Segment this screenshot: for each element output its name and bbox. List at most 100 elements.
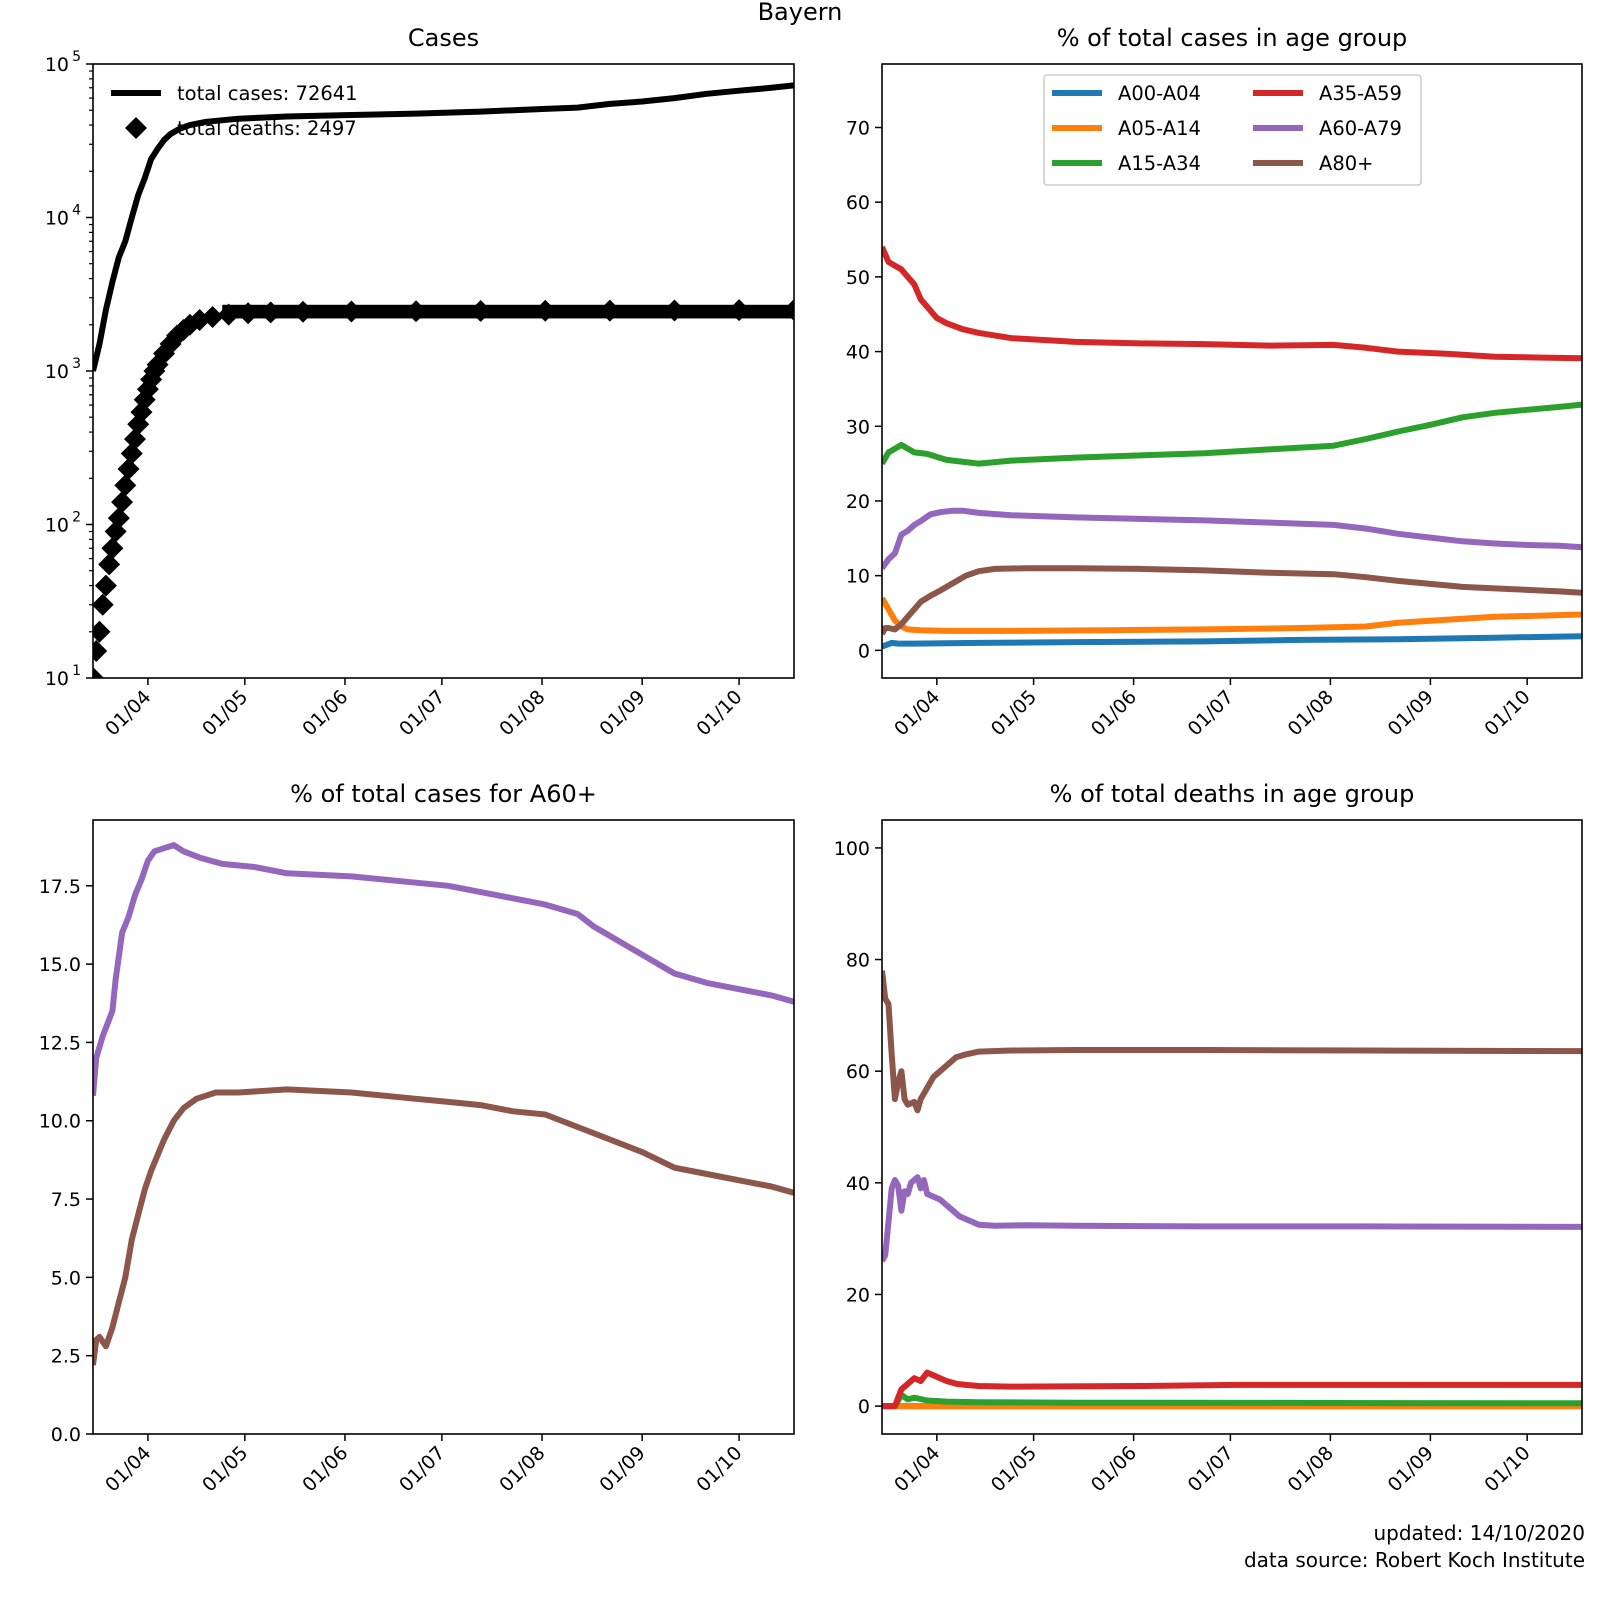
- y-tick-label: 0.0: [51, 1424, 81, 1446]
- series-a60-a79-line: [882, 1174, 1582, 1263]
- x-tick-label: 01/05: [198, 1442, 252, 1496]
- x-tick-label: 01/09: [595, 1442, 649, 1496]
- data-point: [94, 574, 117, 597]
- x-tick-label: 01/05: [987, 1442, 1041, 1496]
- axes-frame: [92, 819, 795, 1435]
- x-tick-label: 01/06: [1087, 1442, 1141, 1496]
- data-point: [107, 507, 130, 530]
- data-point: [93, 639, 108, 662]
- data-point: [93, 593, 114, 616]
- y-tick-label: 10.0: [39, 1111, 81, 1133]
- legend: A00-A04 A05-A14 A15-A34 A35-A59 A60-A79 A80+: [1043, 74, 1422, 186]
- y-tick-label: 10: [45, 515, 69, 537]
- series-total-cases-72641-line: [93, 82, 794, 372]
- y-tick-exponent: 3: [72, 356, 81, 372]
- axes-frame: [881, 63, 1583, 679]
- legend-label: A60-A79: [1319, 117, 1402, 140]
- y-tick-label: 0: [858, 640, 870, 662]
- footer-updated: updated: 14/10/2020: [1373, 1521, 1585, 1545]
- y-tick-exponent: 2: [72, 510, 81, 526]
- series-a60-a79-line: [93, 842, 794, 1096]
- footer-source: data source: Robert Koch Institute: [1244, 1548, 1585, 1572]
- x-tick-label: 01/08: [1284, 1442, 1338, 1496]
- data-point: [114, 474, 137, 497]
- data-point: [101, 537, 124, 560]
- axes-frame: [881, 819, 1583, 1435]
- x-tick-label: 01/09: [1384, 1442, 1438, 1496]
- legend-label: total cases: 72641: [177, 82, 358, 105]
- y-tick-label: 15.0: [39, 954, 81, 976]
- chart-title: % of total cases for A60+: [290, 780, 597, 808]
- chart-pct-cases-age-group: % of total cases in age group 01/04 01/05 0…: [846, 24, 1583, 740]
- legend-label: A00-A04: [1118, 82, 1201, 105]
- y-tick-label: 10: [45, 361, 69, 383]
- y-tick-label: 17.5: [39, 876, 81, 898]
- y-tick-label: 5.0: [51, 1267, 81, 1289]
- series-a15-a34-line: [882, 401, 1582, 467]
- series-a35-a59-line: [882, 1369, 1582, 1410]
- x-tick-label: 01/07: [1184, 1442, 1238, 1496]
- chart-pct-cases-a60: % of total cases for A60+ 01/04 01/05 01/06…: [39, 780, 795, 1496]
- data-point: [117, 457, 140, 480]
- data-point: [93, 667, 104, 678]
- x-tick-label: 01/10: [1480, 686, 1534, 740]
- series-a80-line: [93, 1086, 794, 1366]
- x-tick-label: 01/06: [298, 1442, 352, 1496]
- x-tick-label: 01/07: [395, 1442, 449, 1496]
- y-tick-label: 100: [834, 838, 870, 860]
- plot-area: [93, 842, 794, 1366]
- chart-title: Cases: [408, 24, 479, 52]
- y-tick-label: 2.5: [51, 1346, 81, 1368]
- series-a80-line: [882, 970, 1582, 1114]
- data-point: [111, 491, 134, 514]
- y-tick-label: 20: [846, 491, 870, 513]
- data-point: [120, 442, 143, 465]
- y-tick-label: 20: [846, 1284, 870, 1306]
- x-tick-label: 01/05: [198, 686, 252, 740]
- data-point-band: [222, 304, 794, 319]
- data-point: [201, 305, 224, 328]
- y-tick-label: 10: [846, 566, 870, 588]
- legend-label: A15-A34: [1118, 152, 1201, 175]
- y-tick-label: 40: [846, 342, 870, 364]
- chart-title: % of total cases in age group: [1057, 24, 1408, 52]
- y-tick-label: 50: [846, 267, 870, 289]
- x-tick-label: 01/07: [395, 686, 449, 740]
- x-tick-label: 01/05: [987, 686, 1041, 740]
- legend: total cases: 72641 total deaths: 2497: [111, 82, 358, 140]
- x-tick-label: 01/08: [1284, 686, 1338, 740]
- x-tick-label: 01/04: [890, 1442, 944, 1496]
- x-tick-label: 01/04: [101, 686, 155, 740]
- figure-suptitle: Bayern: [758, 0, 843, 26]
- x-tick-label: 01/07: [1184, 686, 1238, 740]
- series-a05-a14-line: [882, 596, 1582, 634]
- series-a00-a04-line: [882, 633, 1582, 650]
- plot-area: [882, 970, 1582, 1410]
- y-tick-label: 70: [846, 117, 870, 139]
- y-tick-label: 10: [45, 54, 69, 76]
- x-tick-label: 01/06: [298, 686, 352, 740]
- legend-diamond-marker: [125, 117, 147, 139]
- data-point: [123, 428, 146, 451]
- y-tick-label: 30: [846, 416, 870, 438]
- series-a15-a34-line: [882, 1391, 1582, 1410]
- x-tick-label: 01/08: [495, 1442, 549, 1496]
- chart-pct-deaths-age-group: % of total deaths in age group 01/04 01/05…: [834, 780, 1583, 1496]
- y-tick-exponent: 5: [72, 49, 81, 65]
- data-point: [93, 620, 111, 643]
- series-total-deaths-2497: [93, 298, 794, 678]
- legend-label: A35-A59: [1319, 82, 1402, 105]
- x-tick-label: 01/10: [692, 1442, 746, 1496]
- legend-label: total deaths: 2497: [177, 117, 357, 140]
- y-tick-label: 10: [45, 208, 69, 230]
- y-tick-label: 12.5: [39, 1032, 81, 1054]
- y-tick-exponent: 1: [72, 663, 81, 679]
- legend-box: [1043, 74, 1422, 186]
- x-tick-label: 01/10: [1480, 1442, 1534, 1496]
- series-a80-line: [882, 565, 1582, 636]
- legend-label: A05-A14: [1118, 117, 1201, 140]
- chart-title: % of total deaths in age group: [1050, 780, 1415, 808]
- x-tick-label: 01/08: [495, 686, 549, 740]
- y-tick-label: 40: [846, 1173, 870, 1195]
